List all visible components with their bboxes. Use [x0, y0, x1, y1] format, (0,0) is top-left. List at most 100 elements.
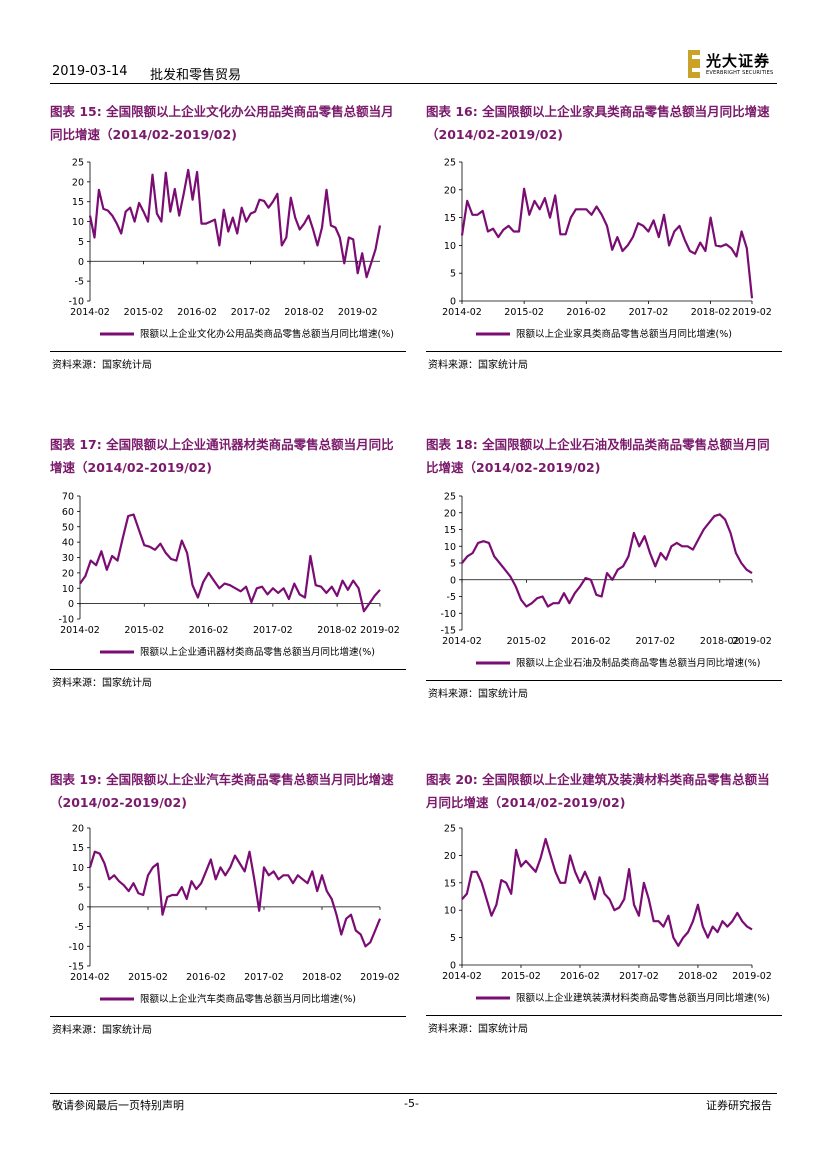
chart-panel: 图表 16: 全国限额以上企业家具类商品零售总额当月同比增速（2014/02-2…: [426, 100, 782, 390]
x-tick-label: 2018-02: [700, 636, 740, 647]
y-tick-label: 5: [450, 933, 456, 944]
y-tick-label: 15: [72, 197, 84, 208]
x-tick-label: 2018-02: [302, 972, 342, 983]
y-tick-label: 20: [444, 185, 456, 196]
y-tick-label: 20: [62, 568, 74, 579]
series-line: [461, 513, 753, 608]
header-category: 批发和零售贸易: [150, 68, 242, 83]
chart-source: 资料来源：国家统计局: [52, 1025, 152, 1036]
source-divider: [426, 1015, 782, 1016]
company-logo: 光大证券 EVERBRIGHT SECURITIES: [688, 50, 780, 80]
y-tick-label: 10: [72, 863, 84, 874]
x-tick-label: 2019-02: [732, 971, 772, 982]
y-tick-label: 5: [78, 237, 84, 248]
y-tick-label: 0: [78, 257, 84, 268]
series-line: [460, 187, 754, 299]
x-tick-label: 2014-02: [70, 307, 110, 318]
x-tick-label: 2016-02: [571, 636, 611, 647]
y-tick-label: 25: [444, 492, 456, 503]
y-tick-label: 25: [444, 824, 456, 835]
y-tick-label: 25: [444, 158, 456, 169]
y-tick-label: -10: [68, 942, 84, 953]
logo-name-cn: 光大证券: [706, 52, 771, 70]
y-tick-label: 20: [72, 824, 84, 835]
footer-report-type: 证券研究报告: [706, 1099, 772, 1112]
chart-svg: 0 5 10 15 20 25 2014-02 2015-02 2016-02 2017-02 20…: [442, 824, 772, 1005]
x-tick-label: 2019-02: [360, 625, 400, 636]
y-tick-label: 15: [444, 213, 456, 224]
y-tick-label: 5: [450, 559, 456, 570]
x-tick-label: 2019-02: [338, 307, 378, 318]
x-tick-label: 2017-02: [635, 636, 675, 647]
x-tick-label: 2014-02: [70, 972, 110, 983]
y-tick-label: 0: [450, 961, 456, 972]
x-tick-label: 2015-02: [128, 972, 168, 983]
chart-svg: -10 0 10 20 30 40 50 60 70 2014-02 2015-02 2016-02 2…: [58, 492, 400, 659]
legend-label: 限额以上企业家具类商品零售总额当月同比增速(%): [516, 328, 732, 340]
x-tick-label: 2017-02: [253, 625, 293, 636]
y-tick-label: 10: [62, 584, 74, 595]
x-tick-label: 2018-02: [678, 971, 718, 982]
y-tick-label: 20: [444, 508, 456, 519]
y-tick-label: -15: [68, 962, 84, 973]
chart-panel: 图表 19: 全国限额以上企业汽车类商品零售总额当月同比增速（2014/02-2…: [50, 768, 406, 1058]
y-tick-label: 50: [62, 522, 74, 533]
chart-svg: -15 -10 -5 0 5 10 15 20 2014-02 2015-02 2016-02 201…: [68, 824, 399, 1006]
chart-title: 图表 19: 全国限额以上企业汽车类商品零售总额当月同比增速（2014/02-2…: [50, 772, 394, 810]
logo-mark-icon: [688, 50, 700, 78]
chart-title: 图表 16: 全国限额以上企业家具类商品零售总额当月同比增速（2014/02-2…: [426, 104, 770, 142]
legend-label: 限额以上企业通讯器材类商品零售总额当月同比增速(%): [140, 646, 375, 658]
y-tick-label: 15: [444, 878, 456, 889]
chart-source: 资料来源：国家统计局: [428, 1024, 528, 1035]
y-tick-label: 40: [62, 538, 74, 549]
series-line: [88, 850, 382, 948]
chart-title: 图表 18: 全国限额以上企业石油及制品类商品零售总额当月同比增速（2014/0…: [426, 437, 770, 475]
y-tick-label: 0: [68, 599, 74, 610]
x-tick-label: 2016-02: [189, 625, 229, 636]
chart-title: 图表 15: 全国限额以上企业文化办公用品类商品零售总额当月同比增速（2014/…: [50, 104, 394, 142]
chart-panel: 图表 18: 全国限额以上企业石油及制品类商品零售总额当月同比增速（2014/0…: [426, 433, 782, 723]
x-tick-label: 2014-02: [442, 307, 482, 318]
x-tick-label: 2017-02: [231, 307, 271, 318]
page-number: -5-: [404, 1097, 419, 1110]
y-tick-label: -5: [75, 922, 84, 933]
x-tick-label: 2017-02: [619, 971, 659, 982]
chart-source: 资料来源：国家统计局: [428, 689, 528, 700]
x-tick-label: 2014-02: [442, 971, 482, 982]
source-divider: [426, 680, 782, 681]
y-tick-label: 5: [78, 883, 84, 894]
chart-panel: 图表 20: 全国限额以上企业建筑及装潢材料类商品零售总额当月同比增速（2014…: [426, 768, 782, 1058]
chart-source: 资料来源：国家统计局: [52, 678, 152, 689]
source-divider: [50, 669, 406, 670]
footer-disclaimer: 敬请参阅最后一页特别声明: [52, 1099, 184, 1112]
y-tick-label: -10: [440, 609, 456, 620]
header-divider: [50, 83, 777, 84]
y-tick-label: 0: [78, 902, 84, 913]
x-tick-label: 2015-02: [504, 307, 544, 318]
y-tick-label: -5: [447, 592, 456, 603]
header-date: 2019-03-14: [52, 64, 128, 79]
y-tick-label: -10: [58, 615, 74, 626]
y-tick-label: 10: [444, 542, 456, 553]
x-tick-label: 2018-02: [284, 307, 324, 318]
chart-svg: -15 -10 -5 0 5 10 15 20 25 2014-02 2015-02 2016-02 2…: [440, 492, 771, 670]
chart-title: 图表 17: 全国限额以上企业通讯器材类商品零售总额当月同比增速（2014/02…: [50, 437, 394, 475]
legend-label: 限额以上企业石油及制品类商品零售总额当月同比增速(%): [516, 657, 760, 669]
y-tick-label: 25: [72, 158, 84, 169]
chart-panel: 图表 17: 全国限额以上企业通讯器材类商品零售总额当月同比增速（2014/02…: [50, 433, 406, 723]
chart-svg: -10 -5 0 5 10 15 20 25 2014-02 2015-02 2016-02 2017…: [68, 158, 393, 341]
x-tick-label: 2016-02: [560, 971, 600, 982]
y-tick-label: -5: [75, 277, 84, 288]
x-tick-label: 2019-02: [732, 307, 772, 318]
x-tick-label: 2016-02: [186, 972, 226, 983]
logo-name-en: EVERBRIGHT SECURITIES: [706, 70, 774, 76]
x-tick-label: 2018-02: [317, 625, 357, 636]
x-tick-label: 2016-02: [177, 307, 217, 318]
series-line: [461, 837, 753, 947]
y-tick-label: -15: [440, 626, 456, 637]
x-tick-label: 2014-02: [442, 636, 482, 647]
chart-panel: 图表 15: 全国限额以上企业文化办公用品类商品零售总额当月同比增速（2014/…: [50, 100, 406, 390]
x-tick-label: 2015-02: [124, 625, 164, 636]
x-tick-label: 2018-02: [691, 307, 731, 318]
y-tick-label: 0: [450, 297, 456, 308]
